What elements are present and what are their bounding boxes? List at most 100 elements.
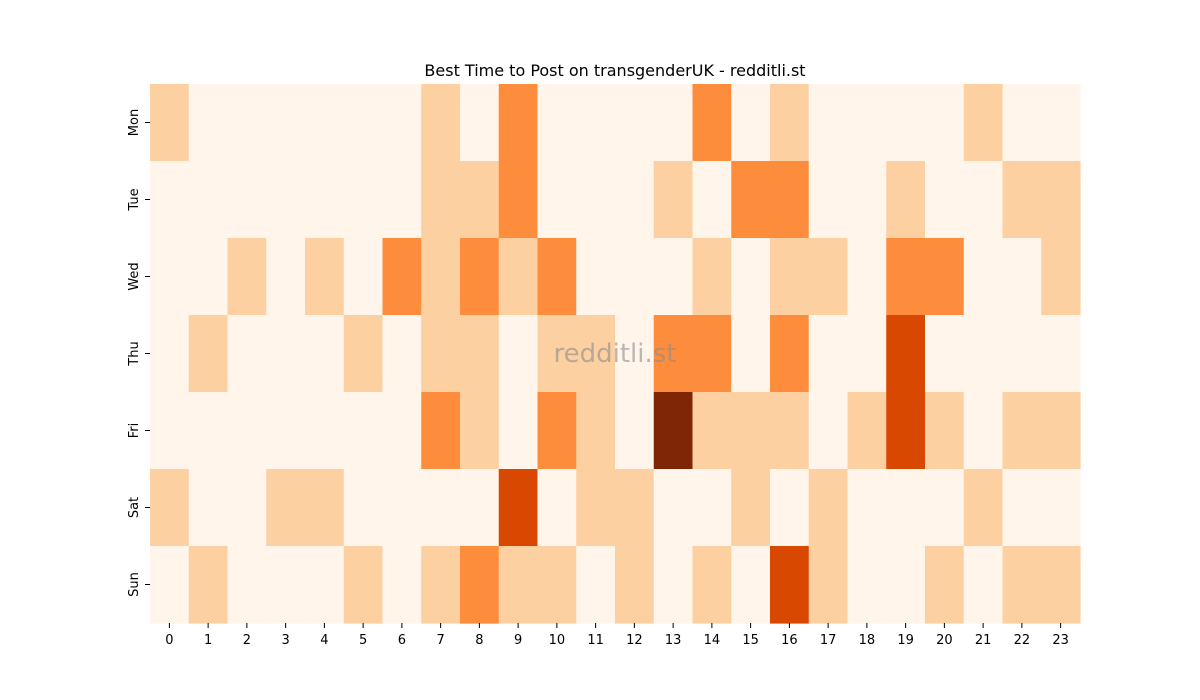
x-tick-label-23: 23 <box>1052 633 1069 648</box>
heatmap-cell-wed-18 <box>847 238 887 316</box>
heatmap-cell-tue-3 <box>266 161 306 239</box>
heatmap-cell-wed-4 <box>305 238 345 316</box>
heatmap-cell-tue-20 <box>925 161 965 239</box>
heatmap-cell-fri-7 <box>421 392 461 470</box>
heatmap-cell-mon-10 <box>537 84 577 162</box>
heatmap-cell-thu-4 <box>305 315 345 393</box>
heatmap-cell-sat-11 <box>576 469 616 547</box>
heatmap-cell-tue-19 <box>886 161 926 239</box>
heatmap-cell-thu-20 <box>925 315 965 393</box>
x-tick-label-11: 11 <box>587 633 604 648</box>
heatmap-cell-mon-8 <box>460 84 500 162</box>
heatmap-cell-mon-6 <box>382 84 422 162</box>
heatmap-cell-sun-5 <box>343 546 384 624</box>
heatmap-cell-sun-6 <box>382 546 422 624</box>
heatmap-cell-sun-11 <box>576 546 616 624</box>
heatmap-cell-wed-12 <box>615 238 655 316</box>
heatmap-cell-mon-16 <box>770 84 810 162</box>
heatmap-cell-thu-9 <box>498 315 539 393</box>
heatmap-cell-mon-21 <box>963 84 1004 162</box>
heatmap-cell-sun-10 <box>537 546 577 624</box>
heatmap-cell-sat-12 <box>615 469 655 547</box>
heatmap-cell-sat-6 <box>382 469 422 547</box>
heatmap-cell-mon-4 <box>305 84 345 162</box>
heatmap-cell-sat-21 <box>963 469 1004 547</box>
heatmap-cell-fri-3 <box>266 392 306 470</box>
heatmap-cell-sun-15 <box>731 546 771 624</box>
heatmap-cell-tue-15 <box>731 161 771 239</box>
heatmap-cell-sun-23 <box>1041 546 1081 624</box>
x-tick-label-22: 22 <box>1014 633 1031 648</box>
heatmap-cell-wed-17 <box>808 238 849 316</box>
heatmap-cell-sun-20 <box>925 546 965 624</box>
heatmap-cell-thu-6 <box>382 315 422 393</box>
heatmap-cell-sat-15 <box>731 469 771 547</box>
heatmap-cell-mon-19 <box>886 84 926 162</box>
y-tick-label-fri: Fri <box>127 423 142 439</box>
heatmap-cell-fri-4 <box>305 392 345 470</box>
heatmap-cell-sat-17 <box>808 469 849 547</box>
x-tick-label-5: 5 <box>359 633 367 648</box>
x-tick-label-8: 8 <box>475 633 483 648</box>
heatmap-cell-fri-5 <box>343 392 384 470</box>
y-tick-label-wed: Wed <box>127 262 142 290</box>
heatmap-cell-sun-0 <box>150 546 190 624</box>
heatmap-cell-fri-19 <box>886 392 926 470</box>
heatmap-cell-tue-6 <box>382 161 422 239</box>
heatmap-cell-mon-11 <box>576 84 616 162</box>
heatmap-cell-fri-20 <box>925 392 965 470</box>
heatmap-cell-wed-6 <box>382 238 422 316</box>
heatmap-cell-fri-6 <box>382 392 422 470</box>
heatmap-cell-wed-9 <box>498 238 539 316</box>
x-tick-label-1: 1 <box>204 633 212 648</box>
heatmap-cell-sat-8 <box>460 469 500 547</box>
heatmap-cell-thu-16 <box>770 315 810 393</box>
x-tick-label-10: 10 <box>549 633 566 648</box>
heatmap-cell-wed-11 <box>576 238 616 316</box>
heatmap-cell-sun-17 <box>808 546 849 624</box>
heatmap-cell-sun-13 <box>653 546 694 624</box>
heatmap-cell-sat-7 <box>421 469 461 547</box>
x-tick-label-0: 0 <box>165 633 173 648</box>
heatmap-cell-tue-5 <box>343 161 384 239</box>
heatmap-cell-wed-3 <box>266 238 306 316</box>
x-tick-label-4: 4 <box>320 633 328 648</box>
chart-title: Best Time to Post on transgenderUK - red… <box>424 61 805 80</box>
y-tick-label-tue: Tue <box>127 188 142 211</box>
heatmap-cell-thu-2 <box>227 315 267 393</box>
x-tick-label-3: 3 <box>281 633 289 648</box>
x-axis-ticks: 0 1 2 3 4 5 6 7 8 9 10 11 12 13 14 15 16 17 18 19 20 21 22 23 <box>165 623 1069 648</box>
heatmap-cell-thu-14 <box>692 315 732 393</box>
heatmap-cell-sat-20 <box>925 469 965 547</box>
heatmap-cell-tue-22 <box>1002 161 1042 239</box>
heatmap-cell-sat-18 <box>847 469 887 547</box>
heatmap-cell-sun-4 <box>305 546 345 624</box>
heatmap-cell-tue-14 <box>692 161 732 239</box>
heatmap-cell-fri-21 <box>963 392 1004 470</box>
heatmap-cell-tue-9 <box>498 161 539 239</box>
heatmap-cell-sat-9 <box>498 469 539 547</box>
x-tick-label-9: 9 <box>514 633 522 648</box>
x-tick-label-17: 17 <box>820 633 837 648</box>
heatmap-cell-sun-9 <box>498 546 539 624</box>
heatmap-cell-wed-2 <box>227 238 267 316</box>
x-tick-label-7: 7 <box>436 633 444 648</box>
heatmap-cell-sun-22 <box>1002 546 1042 624</box>
heatmap-cell-tue-21 <box>963 161 1004 239</box>
heatmap-cell-fri-2 <box>227 392 267 470</box>
heatmap-cell-fri-22 <box>1002 392 1042 470</box>
heatmap-cell-fri-11 <box>576 392 616 470</box>
heatmap-cell-fri-1 <box>188 392 229 470</box>
heatmap-cell-wed-16 <box>770 238 810 316</box>
heatmap-cells <box>150 84 1081 624</box>
x-tick-label-21: 21 <box>975 633 992 648</box>
heatmap-cell-tue-7 <box>421 161 461 239</box>
x-tick-label-14: 14 <box>704 633 721 648</box>
heatmap-cell-tue-1 <box>188 161 229 239</box>
x-tick-label-19: 19 <box>897 633 914 648</box>
heatmap-cell-mon-12 <box>615 84 655 162</box>
heatmap-cell-mon-14 <box>692 84 732 162</box>
heatmap-cell-sat-3 <box>266 469 306 547</box>
heatmap-cell-tue-10 <box>537 161 577 239</box>
